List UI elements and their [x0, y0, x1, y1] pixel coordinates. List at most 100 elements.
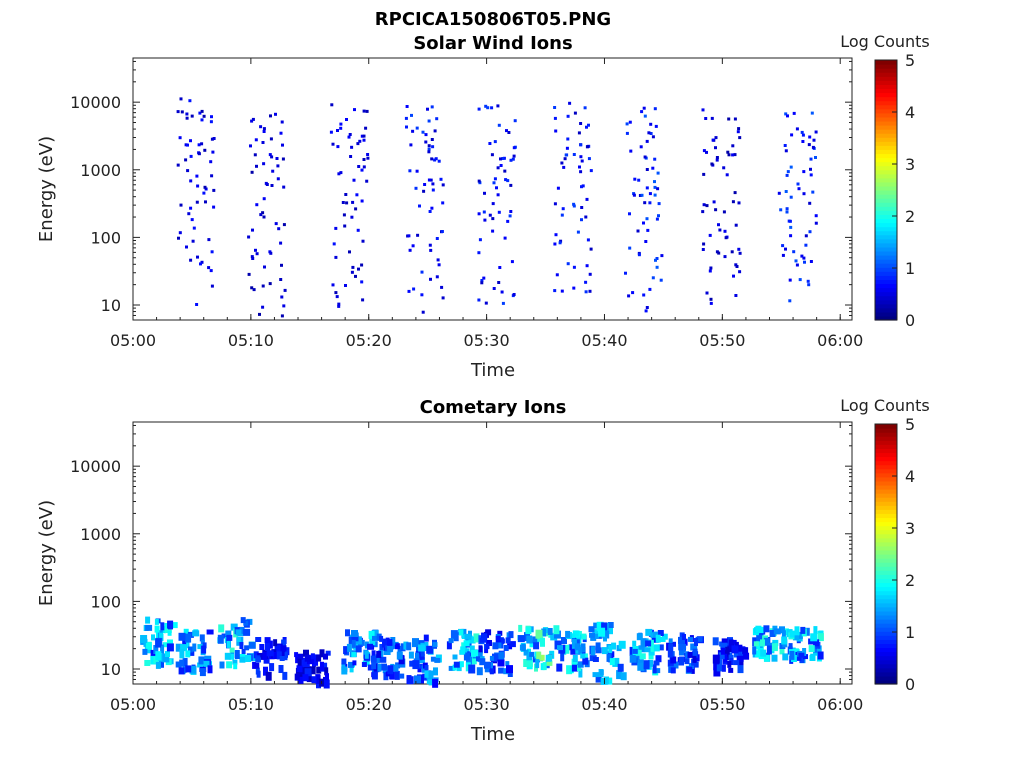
colorbar-segment	[875, 295, 897, 301]
count-cell	[501, 301, 505, 305]
count-cell	[261, 211, 265, 215]
count-cell	[496, 104, 500, 108]
count-cell	[200, 142, 204, 146]
colorbar-segment	[875, 165, 897, 171]
count-cell	[178, 136, 182, 140]
colorbar-segment	[875, 493, 897, 498]
count-cell	[588, 289, 592, 293]
count-cell	[186, 143, 189, 147]
count-cell	[339, 126, 343, 130]
count-cell	[624, 271, 627, 275]
colorbar-tick-label: 0	[905, 311, 915, 330]
count-cell	[325, 650, 331, 656]
count-cell	[737, 659, 744, 667]
count-cell	[282, 304, 286, 308]
count-cell	[251, 228, 254, 232]
count-cell	[207, 238, 211, 242]
count-cell	[491, 217, 495, 221]
count-cell	[553, 116, 557, 120]
count-cell	[649, 645, 654, 652]
count-cell	[392, 664, 399, 672]
count-cell	[535, 659, 540, 669]
count-cell	[712, 654, 720, 664]
x-tick-label: 05:00	[110, 331, 156, 350]
count-cell	[648, 659, 654, 667]
colorbar-segment	[875, 456, 897, 462]
count-cell	[199, 634, 205, 642]
count-cell	[207, 266, 211, 270]
count-cell	[655, 265, 659, 269]
count-cell	[357, 165, 361, 168]
count-cell	[263, 666, 268, 676]
count-cell	[542, 662, 547, 671]
count-cell	[418, 644, 426, 652]
count-cell	[577, 661, 584, 668]
count-cell	[489, 668, 494, 675]
count-cell	[306, 674, 312, 683]
count-cell	[607, 622, 614, 628]
count-cell	[738, 650, 745, 657]
count-cell	[730, 250, 734, 254]
cometary-y-label: Energy (eV)	[36, 500, 57, 606]
count-cell	[643, 201, 647, 205]
count-cell	[164, 628, 172, 633]
count-cell	[350, 270, 354, 274]
x-tick-label: 05:40	[581, 331, 627, 350]
cometary-plot-area	[132, 421, 853, 685]
count-cell	[498, 266, 502, 269]
count-cell	[488, 213, 492, 217]
count-cell	[347, 135, 351, 139]
count-cell	[371, 630, 379, 639]
colorbar-segment	[875, 218, 897, 224]
count-cell	[310, 653, 315, 659]
count-cell	[527, 648, 531, 656]
count-cell	[262, 162, 266, 166]
count-cell	[262, 127, 266, 131]
count-cell	[645, 139, 649, 143]
y-tick-label: 1000	[80, 161, 121, 180]
count-cell	[685, 651, 690, 659]
colorbar-segment	[875, 279, 897, 285]
count-cell	[210, 250, 214, 254]
count-cell	[580, 218, 583, 222]
count-cell	[651, 276, 655, 280]
count-cell	[411, 244, 415, 248]
colorbar-segment	[875, 161, 897, 167]
count-cell	[483, 191, 486, 195]
count-cell	[179, 203, 183, 207]
count-cell	[435, 117, 439, 121]
count-cell	[817, 651, 824, 660]
count-cell	[186, 169, 190, 173]
count-cell	[655, 634, 661, 643]
count-cell	[743, 652, 750, 660]
count-cell	[550, 633, 558, 641]
count-cell	[362, 138, 366, 142]
count-cell	[806, 279, 810, 283]
count-cell	[583, 106, 587, 110]
count-cell	[781, 244, 785, 248]
count-cell	[585, 264, 589, 268]
count-cell	[145, 624, 153, 631]
count-cell	[813, 644, 818, 653]
count-cell	[732, 274, 735, 278]
count-cell	[345, 118, 348, 121]
count-cell	[261, 284, 265, 288]
colorbar-segment	[875, 537, 897, 543]
count-cell	[409, 660, 414, 667]
count-cell	[476, 667, 483, 676]
colorbar-segment	[875, 545, 897, 551]
count-cell	[789, 195, 793, 199]
count-cell	[434, 157, 438, 161]
colorbar-segment	[875, 509, 897, 514]
count-cell	[773, 628, 781, 635]
count-cell	[632, 640, 637, 647]
count-cell	[428, 243, 432, 247]
count-cell	[506, 665, 513, 674]
count-cell	[651, 166, 655, 170]
count-cell	[800, 254, 804, 258]
count-cell	[553, 106, 557, 109]
count-cell	[343, 646, 348, 655]
count-cell	[294, 673, 300, 681]
count-cell	[580, 206, 584, 209]
count-cell	[731, 144, 735, 148]
